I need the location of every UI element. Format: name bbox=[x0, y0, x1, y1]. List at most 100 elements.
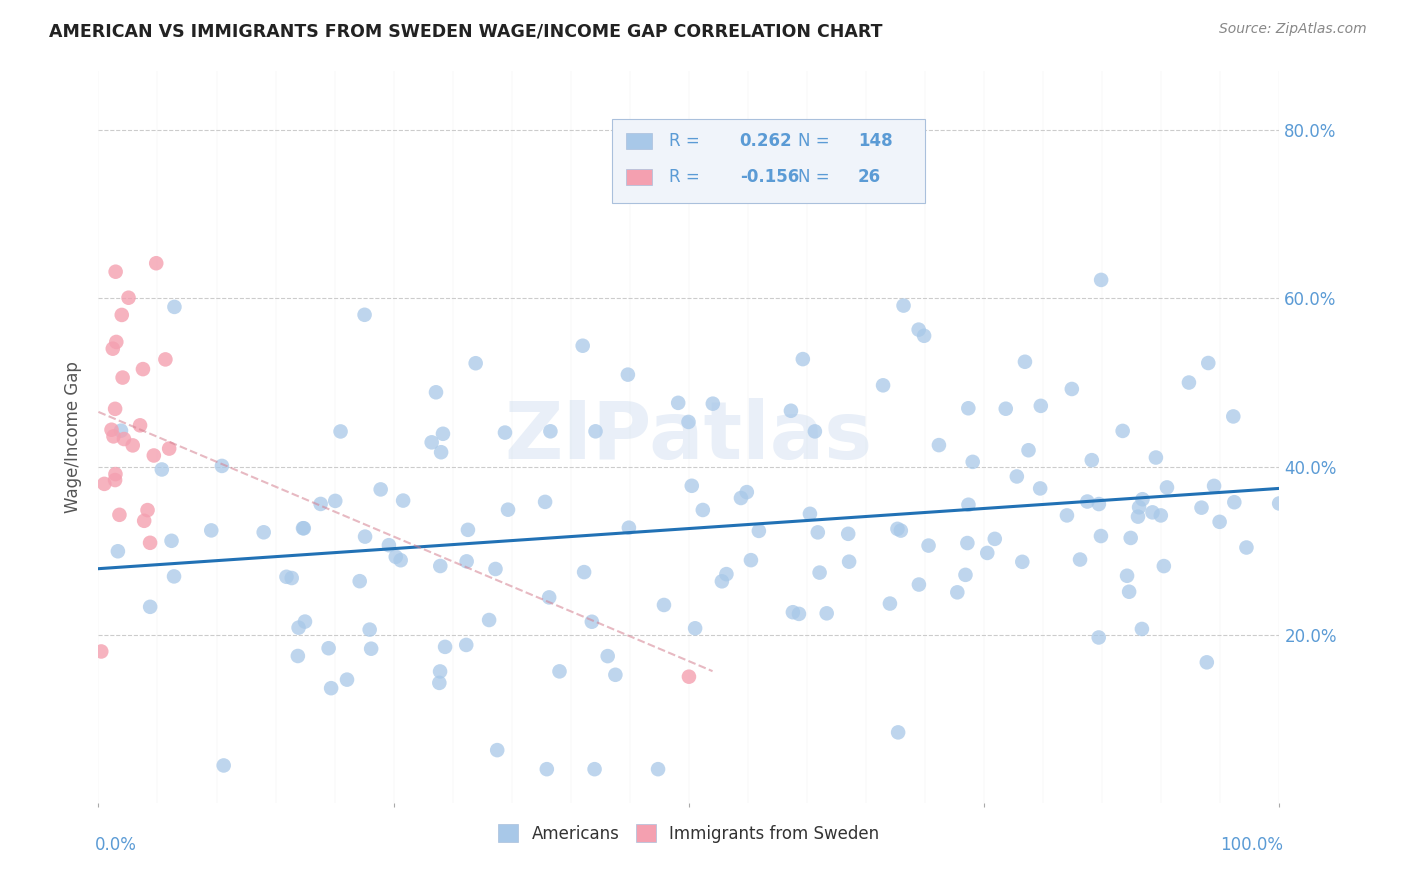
Point bbox=[799, 507, 821, 521]
Point bbox=[329, 425, 352, 439]
Point bbox=[652, 598, 675, 612]
Point bbox=[1236, 541, 1258, 555]
Point bbox=[1011, 555, 1033, 569]
Point bbox=[1060, 382, 1083, 396]
Point bbox=[683, 621, 706, 635]
Point bbox=[893, 299, 915, 313]
Point bbox=[815, 607, 838, 621]
Point bbox=[110, 424, 132, 438]
Point bbox=[93, 476, 115, 491]
Point bbox=[666, 396, 689, 410]
Point bbox=[392, 493, 415, 508]
Point bbox=[427, 676, 450, 690]
Point bbox=[139, 599, 162, 614]
Point bbox=[716, 567, 738, 582]
Point bbox=[464, 356, 486, 370]
Point bbox=[571, 339, 593, 353]
Point bbox=[121, 438, 143, 452]
Point bbox=[647, 762, 669, 776]
Point bbox=[429, 665, 451, 679]
Text: AMERICAN VS IMMIGRANTS FROM SWEDEN WAGE/INCOME GAP CORRELATION CHART: AMERICAN VS IMMIGRANTS FROM SWEDEN WAGE/… bbox=[49, 22, 883, 40]
Point bbox=[1191, 500, 1213, 515]
Point bbox=[1119, 531, 1142, 545]
Point bbox=[287, 621, 309, 635]
Point bbox=[349, 574, 371, 589]
Point bbox=[318, 641, 340, 656]
Point bbox=[605, 667, 627, 681]
Point bbox=[548, 665, 571, 679]
Text: 100.0%: 100.0% bbox=[1220, 836, 1284, 854]
Point bbox=[104, 473, 127, 487]
Point bbox=[456, 638, 478, 652]
Point bbox=[155, 352, 177, 367]
Point bbox=[103, 429, 125, 443]
Point bbox=[420, 435, 443, 450]
Point bbox=[136, 503, 159, 517]
Point bbox=[200, 524, 222, 538]
Text: 0.262: 0.262 bbox=[740, 132, 793, 150]
Point bbox=[572, 565, 595, 579]
Point bbox=[1178, 376, 1201, 390]
Y-axis label: Wage/Income Gap: Wage/Income Gap bbox=[65, 361, 83, 513]
Point bbox=[360, 641, 382, 656]
Point bbox=[1197, 356, 1219, 370]
Point bbox=[425, 385, 447, 400]
Point bbox=[359, 623, 381, 637]
Point bbox=[1056, 508, 1078, 523]
Point bbox=[908, 577, 931, 591]
Point bbox=[484, 562, 506, 576]
Point bbox=[538, 591, 561, 605]
Point bbox=[104, 401, 127, 416]
Point bbox=[108, 508, 131, 522]
Point bbox=[1126, 509, 1149, 524]
Point bbox=[837, 526, 859, 541]
Point bbox=[946, 585, 969, 599]
Point bbox=[807, 525, 830, 540]
Point bbox=[112, 432, 135, 446]
Point bbox=[1069, 552, 1091, 566]
Point bbox=[879, 597, 901, 611]
Point bbox=[292, 521, 315, 535]
Point bbox=[1081, 453, 1104, 467]
Point bbox=[457, 523, 479, 537]
Point bbox=[962, 455, 984, 469]
Point bbox=[105, 334, 128, 349]
Point bbox=[792, 352, 814, 367]
Point bbox=[160, 533, 183, 548]
Point bbox=[1268, 496, 1291, 510]
FancyBboxPatch shape bbox=[626, 133, 652, 149]
Point bbox=[710, 574, 733, 589]
Point bbox=[90, 644, 112, 658]
Point bbox=[1128, 500, 1150, 515]
Point bbox=[389, 553, 412, 567]
Point bbox=[1029, 399, 1052, 413]
Point bbox=[907, 323, 929, 337]
Point bbox=[1195, 656, 1218, 670]
Point bbox=[730, 491, 752, 505]
Point bbox=[132, 362, 155, 376]
Point bbox=[596, 649, 619, 664]
Point bbox=[292, 521, 315, 535]
Point bbox=[1222, 409, 1244, 424]
Point bbox=[1144, 450, 1167, 465]
Point bbox=[212, 758, 235, 772]
Point bbox=[107, 544, 129, 558]
Point bbox=[984, 532, 1007, 546]
Point bbox=[309, 497, 332, 511]
Point bbox=[150, 462, 173, 476]
Point bbox=[1208, 515, 1230, 529]
Point bbox=[336, 673, 359, 687]
Point bbox=[534, 495, 557, 509]
Point bbox=[145, 256, 167, 270]
Text: 26: 26 bbox=[858, 169, 882, 186]
Point bbox=[617, 521, 640, 535]
Point bbox=[117, 291, 139, 305]
Point bbox=[1088, 497, 1111, 511]
Point bbox=[280, 571, 302, 585]
Point bbox=[994, 401, 1017, 416]
Point bbox=[838, 555, 860, 569]
Point bbox=[957, 498, 980, 512]
Text: R =: R = bbox=[669, 132, 704, 150]
Point bbox=[100, 423, 122, 437]
Text: ZIPatlas: ZIPatlas bbox=[505, 398, 873, 476]
